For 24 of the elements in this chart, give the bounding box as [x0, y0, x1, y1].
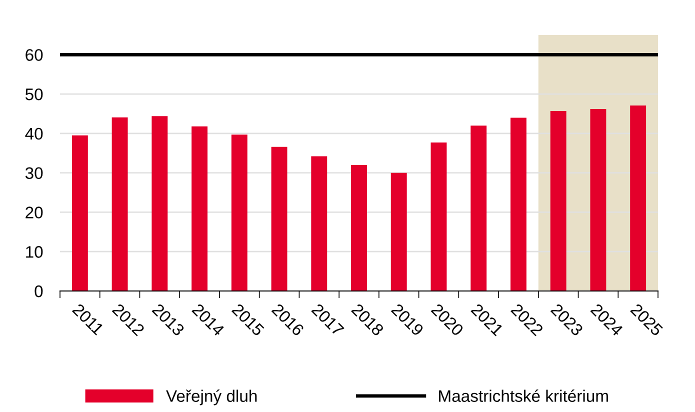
bar — [112, 117, 128, 291]
bar — [152, 116, 168, 291]
bar — [271, 146, 288, 291]
bar — [231, 134, 248, 291]
bar — [390, 172, 407, 291]
bar — [470, 126, 487, 291]
y-tick-label: 10 — [26, 246, 43, 258]
y-tick-label: 30 — [25, 167, 43, 180]
bar — [550, 111, 566, 291]
bar — [351, 164, 367, 291]
bar — [192, 126, 208, 291]
bar — [590, 109, 606, 291]
bar — [72, 135, 88, 291]
y-tick-label: 50 — [25, 88, 43, 100]
legend-label: Veřejný dluh — [166, 390, 257, 406]
bar — [311, 156, 328, 291]
bar — [430, 142, 447, 291]
y-tick-label: 20 — [26, 206, 43, 218]
bar — [630, 106, 646, 291]
legend-label: Maastrichtské kritérium — [439, 390, 608, 402]
y-tick-label: 0 — [34, 285, 43, 298]
bar — [510, 118, 526, 291]
y-tick-label: 40 — [25, 128, 43, 140]
y-tick-label: 60 — [26, 49, 43, 61]
